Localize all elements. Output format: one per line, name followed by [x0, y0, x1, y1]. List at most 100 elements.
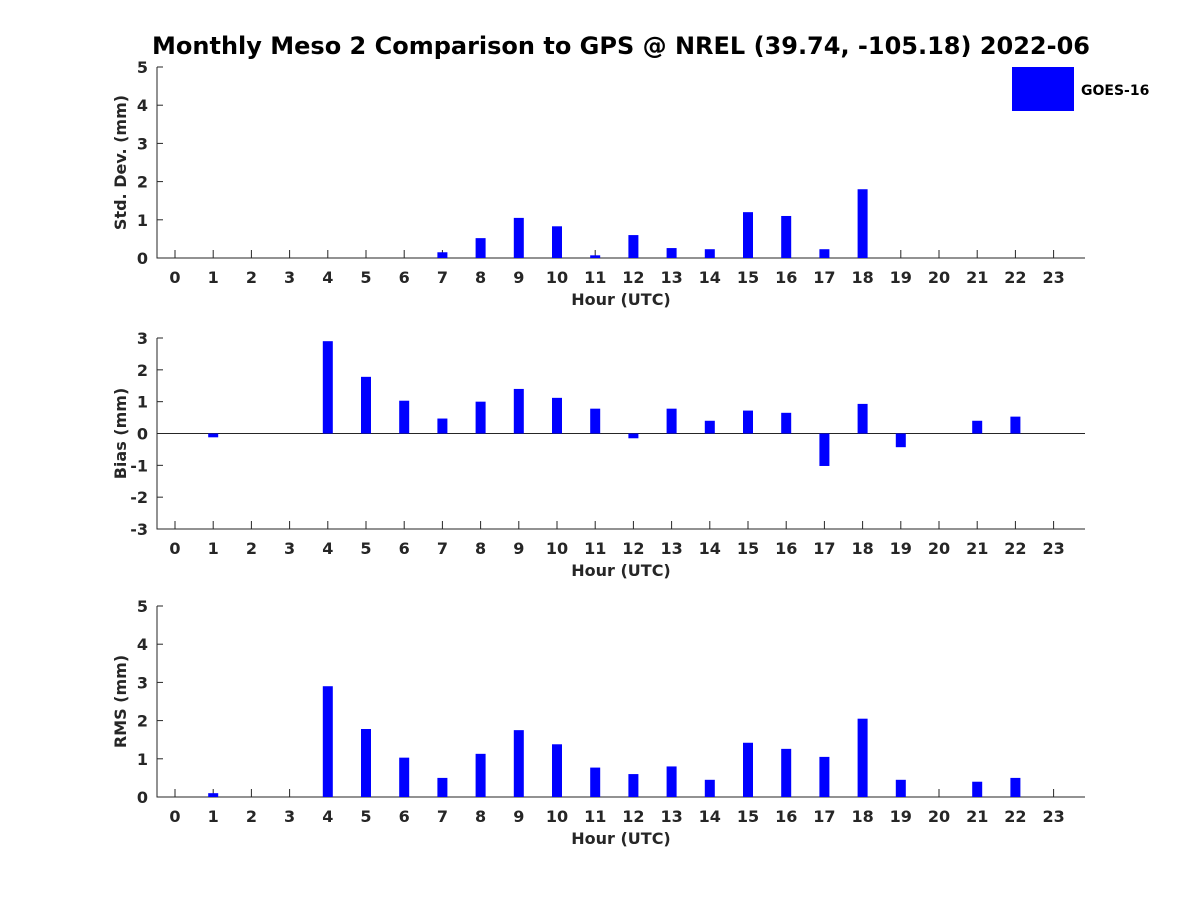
bar-hour-12 [628, 774, 639, 797]
x-tick-label: 10 [546, 268, 568, 287]
y-tick-label: 1 [137, 393, 148, 412]
x-tick-label: 10 [546, 539, 568, 558]
x-tick-label: 7 [437, 268, 448, 287]
x-tick-label: 13 [660, 268, 682, 287]
bar-hour-13 [666, 766, 677, 797]
x-tick-label: 0 [169, 807, 180, 826]
x-tick-label: 8 [475, 268, 486, 287]
y-axis-label: Bias (mm) [111, 388, 130, 480]
x-tick-label: 17 [813, 268, 835, 287]
bar-hour-4 [322, 341, 333, 434]
bar-hour-16 [781, 748, 792, 797]
y-tick-label: 4 [137, 96, 148, 115]
bar-hour-14 [704, 420, 715, 434]
x-tick-label: 17 [813, 539, 835, 558]
x-tick-label: 9 [513, 268, 524, 287]
x-tick-label: 0 [169, 268, 180, 287]
bar-hour-1 [208, 433, 219, 438]
x-tick-label: 1 [208, 268, 219, 287]
y-tick-label: 1 [137, 211, 148, 230]
bar-hour-12 [628, 433, 639, 439]
bar-hour-10 [552, 744, 562, 797]
x-tick-label: 4 [322, 807, 333, 826]
bar-hour-19 [895, 433, 906, 448]
chart-title: Monthly Meso 2 Comparison to GPS @ NREL … [152, 32, 1090, 60]
y-tick-label: 0 [137, 788, 148, 807]
bar-hour-13 [666, 408, 677, 434]
bar-hour-7 [437, 777, 448, 797]
bar-hour-21 [972, 420, 983, 434]
x-tick-label: 2 [246, 268, 257, 287]
x-tick-label: 23 [1042, 807, 1064, 826]
legend: GOES-16 [1012, 67, 1149, 111]
y-tick-label: -3 [130, 520, 148, 539]
x-tick-label: 21 [966, 807, 988, 826]
bar-hour-19 [895, 779, 906, 797]
y-tick-label: 1 [137, 750, 148, 769]
x-tick-label: 1 [208, 807, 219, 826]
bar-hour-11 [590, 408, 601, 434]
bar-hour-17 [819, 249, 830, 258]
bar-hour-9 [513, 388, 524, 434]
legend-swatch [1012, 67, 1074, 111]
x-tick-label: 18 [851, 807, 873, 826]
bar-hour-22 [1010, 777, 1021, 797]
x-tick-label: 19 [890, 268, 912, 287]
x-tick-label: 18 [851, 268, 873, 287]
x-tick-label: 22 [1004, 807, 1026, 826]
x-tick-label: 18 [851, 539, 873, 558]
x-tick-label: 20 [928, 807, 950, 826]
bar-hour-13 [666, 248, 677, 258]
bar-hour-17 [819, 756, 830, 797]
bar-hour-14 [704, 779, 715, 797]
bar-hour-15 [743, 742, 753, 797]
bar-hour-5 [361, 376, 371, 434]
x-tick-label: 3 [284, 807, 295, 826]
x-tick-label: 21 [966, 539, 988, 558]
x-tick-label: 7 [437, 539, 448, 558]
x-tick-label: 4 [322, 268, 333, 287]
bar-hour-7 [437, 252, 448, 258]
y-axis-label: RMS (mm) [111, 655, 130, 748]
x-tick-label: 13 [660, 539, 682, 558]
x-tick-label: 20 [928, 268, 950, 287]
bar-hour-17 [819, 433, 830, 466]
x-tick-label: 22 [1004, 539, 1026, 558]
y-tick-label: 5 [137, 58, 148, 77]
x-tick-label: 7 [437, 807, 448, 826]
x-tick-label: 2 [246, 539, 257, 558]
bar-hour-15 [743, 410, 753, 434]
y-tick-label: 2 [137, 173, 148, 192]
y-tick-label: 4 [137, 635, 148, 654]
bar-hour-11 [590, 767, 601, 797]
x-tick-label: 8 [475, 539, 486, 558]
y-tick-label: 3 [137, 134, 148, 153]
x-tick-label: 9 [513, 807, 524, 826]
x-tick-label: 11 [584, 268, 606, 287]
x-tick-label: 15 [737, 539, 759, 558]
x-tick-label: 11 [584, 807, 606, 826]
bar-hour-10 [552, 397, 562, 434]
x-tick-label: 20 [928, 539, 950, 558]
bar-hour-18 [857, 718, 868, 797]
bar-hour-7 [437, 418, 448, 434]
bar-hour-21 [972, 781, 983, 797]
bar-hour-8 [475, 753, 486, 797]
x-tick-label: 5 [360, 807, 371, 826]
x-tick-label: 21 [966, 268, 988, 287]
x-tick-label: 22 [1004, 268, 1026, 287]
x-tick-label: 2 [246, 807, 257, 826]
x-tick-label: 16 [775, 268, 797, 287]
x-tick-label: 8 [475, 807, 486, 826]
x-tick-label: 23 [1042, 268, 1064, 287]
x-tick-label: 15 [737, 807, 759, 826]
y-tick-label: 0 [137, 425, 148, 444]
x-axis-label: Hour (UTC) [571, 290, 671, 309]
x-tick-label: 6 [399, 539, 410, 558]
bar-hour-16 [781, 412, 792, 434]
bar-hour-5 [361, 729, 371, 797]
y-tick-label: -2 [130, 488, 148, 507]
x-axis-label: Hour (UTC) [571, 561, 671, 580]
